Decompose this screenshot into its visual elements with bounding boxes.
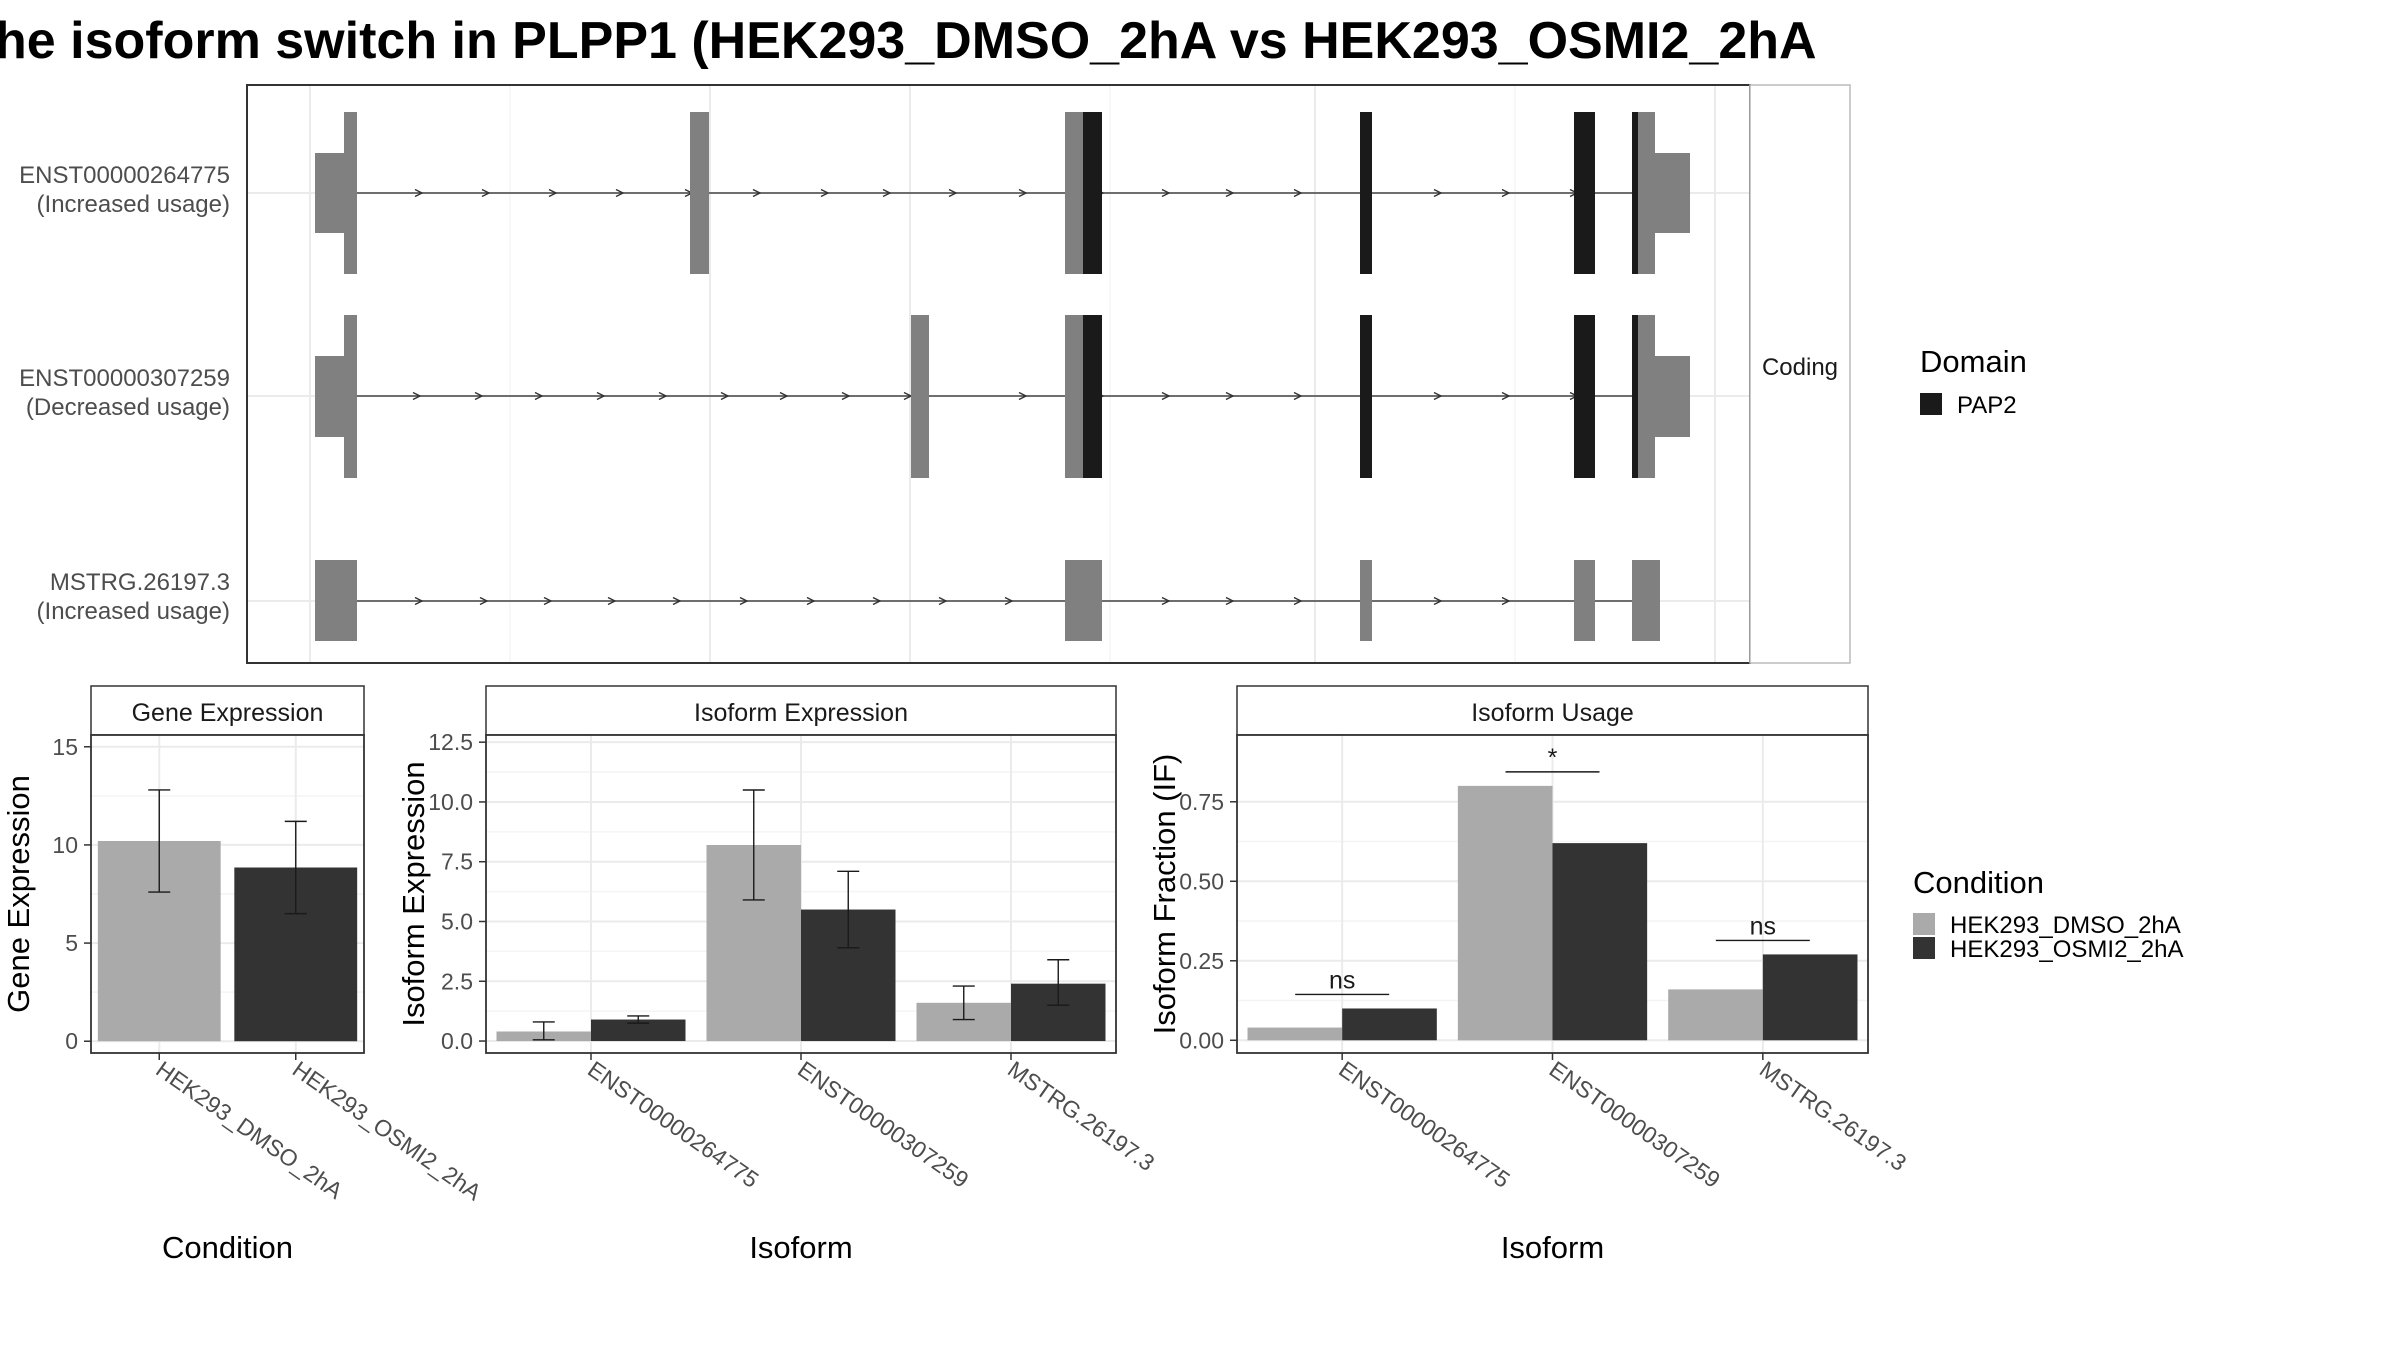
- exon-block: [1638, 112, 1655, 274]
- x-axis-title: Isoform: [1501, 1230, 1604, 1265]
- pap2-domain-exon: [1574, 315, 1595, 478]
- figure-canvas: he isoform switch in PLPP1 (HEK293_DMSO_…: [0, 0, 2400, 1350]
- exon-block: [1638, 315, 1655, 478]
- bar: [1248, 1028, 1343, 1041]
- domain-legend-label: PAP2: [1957, 392, 2017, 419]
- x-tick-label: MSTRG.26197.3: [1755, 1056, 1911, 1176]
- y-tick-label: 0.0: [441, 1028, 473, 1054]
- bar-chart-panels: Gene Expression051015HEK293_DMSO_2hAHEK2…: [1, 686, 1911, 1265]
- legend-swatch-dmso: [1913, 913, 1935, 935]
- y-tick-label: 10: [52, 832, 78, 858]
- structure-panel-border: [247, 85, 1750, 663]
- transcript-label-1: ENST00000264775: [19, 162, 230, 189]
- y-tick-label: 7.5: [441, 849, 473, 875]
- exon-block: [1655, 153, 1690, 233]
- pap2-domain-exon: [1083, 112, 1102, 274]
- bar: [1668, 989, 1763, 1040]
- figure: he isoform switch in PLPP1 (HEK293_DMSO_…: [0, 0, 2400, 1350]
- transcript-label-2: ENST00000307259: [19, 365, 230, 392]
- condition-legend-title: Condition: [1913, 865, 2044, 900]
- exon-block: [1065, 560, 1102, 641]
- y-tick-label: 2.5: [441, 968, 473, 994]
- legend-swatch-osmi: [1913, 937, 1935, 959]
- significance-label: *: [1548, 744, 1558, 772]
- exon-block: [1065, 315, 1083, 478]
- coding-strip-label: Coding: [1762, 354, 1838, 381]
- exon-block: [344, 112, 357, 274]
- x-tick-label: ENST00000307259: [793, 1056, 973, 1193]
- y-axis-title: Isoform Expression: [396, 761, 431, 1026]
- y-tick-label: 15: [52, 734, 78, 760]
- pap2-domain-exon: [1632, 112, 1638, 274]
- x-axis-title: Condition: [162, 1230, 293, 1265]
- transcript-note-2: (Decreased usage): [26, 394, 230, 421]
- exon-block: [1655, 356, 1690, 437]
- transcript-note-1: (Increased usage): [37, 191, 230, 218]
- pap2-domain-exon: [1632, 315, 1638, 478]
- bar: [1763, 954, 1858, 1040]
- exon-block: [1065, 112, 1083, 274]
- y-tick-label: 0.50: [1179, 868, 1224, 894]
- panel-title: Isoform Usage: [1471, 699, 1634, 727]
- x-tick-label: MSTRG.26197.3: [1003, 1056, 1159, 1176]
- panel-title: Isoform Expression: [694, 699, 908, 727]
- exon-block: [911, 315, 929, 478]
- pap2-domain-exon: [1574, 112, 1595, 274]
- exon-block: [1360, 560, 1372, 641]
- y-axis-title: Gene Expression: [1, 775, 36, 1013]
- domain-legend-title: Domain: [1920, 344, 2027, 379]
- y-tick-label: 5.0: [441, 908, 473, 934]
- significance-label: ns: [1750, 912, 1776, 940]
- panel-title: Gene Expression: [132, 699, 324, 727]
- exon-block: [315, 560, 357, 641]
- transcript-structure-panel: Coding ENST00000264775 (Increased usage)…: [19, 85, 2027, 663]
- condition-legend: Condition HEK293_DMSO_2hA HEK293_OSMI2_2…: [1913, 865, 2183, 963]
- bar: [1458, 786, 1553, 1040]
- significance-label: ns: [1329, 966, 1355, 994]
- transcript-label-3: MSTRG.26197.3: [50, 569, 230, 596]
- transcript-note-3: (Increased usage): [37, 598, 230, 625]
- y-tick-label: 10.0: [428, 789, 473, 815]
- pap2-domain-exon: [1360, 315, 1372, 478]
- figure-title: he isoform switch in PLPP1 (HEK293_DMSO_…: [0, 12, 1817, 70]
- y-tick-label: 5: [65, 930, 78, 956]
- exon-block: [1574, 560, 1595, 641]
- exon-block: [690, 112, 709, 274]
- y-tick-label: 0.75: [1179, 789, 1224, 815]
- pap2-domain-exon: [1360, 112, 1372, 274]
- legend-label-dmso: HEK293_DMSO_2hA: [1950, 912, 2181, 939]
- x-tick-label: ENST00000264775: [583, 1056, 763, 1193]
- panel-isoform-usage: Isoform Usage 0.00 0.25 0.50 0.75 ns * ns ENST00…: [1147, 686, 1911, 1265]
- y-tick-label: 0.25: [1179, 948, 1224, 974]
- exon-block: [344, 315, 357, 478]
- pap2-domain-exon: [1083, 315, 1102, 478]
- bar: [1553, 843, 1648, 1040]
- x-tick-label: ENST00000307259: [1545, 1056, 1725, 1193]
- domain-legend-swatch: [1920, 393, 1942, 415]
- y-axis-title: Isoform Fraction (IF): [1147, 754, 1182, 1035]
- y-tick-label: 0.00: [1179, 1027, 1224, 1053]
- panel-isoform-expression: Isoform Expression 0.0 2.5 5.0 7.5 10.0 12.5 EN…: [396, 686, 1159, 1265]
- y-tick-label: 0: [65, 1028, 78, 1054]
- x-tick-label: ENST00000264775: [1334, 1056, 1514, 1193]
- x-axis-title: Isoform: [749, 1230, 852, 1265]
- bar: [1342, 1008, 1437, 1040]
- legend-label-osmi: HEK293_OSMI2_2hA: [1950, 936, 2183, 963]
- y-tick-label: 12.5: [428, 729, 473, 755]
- exon-block: [1632, 560, 1660, 641]
